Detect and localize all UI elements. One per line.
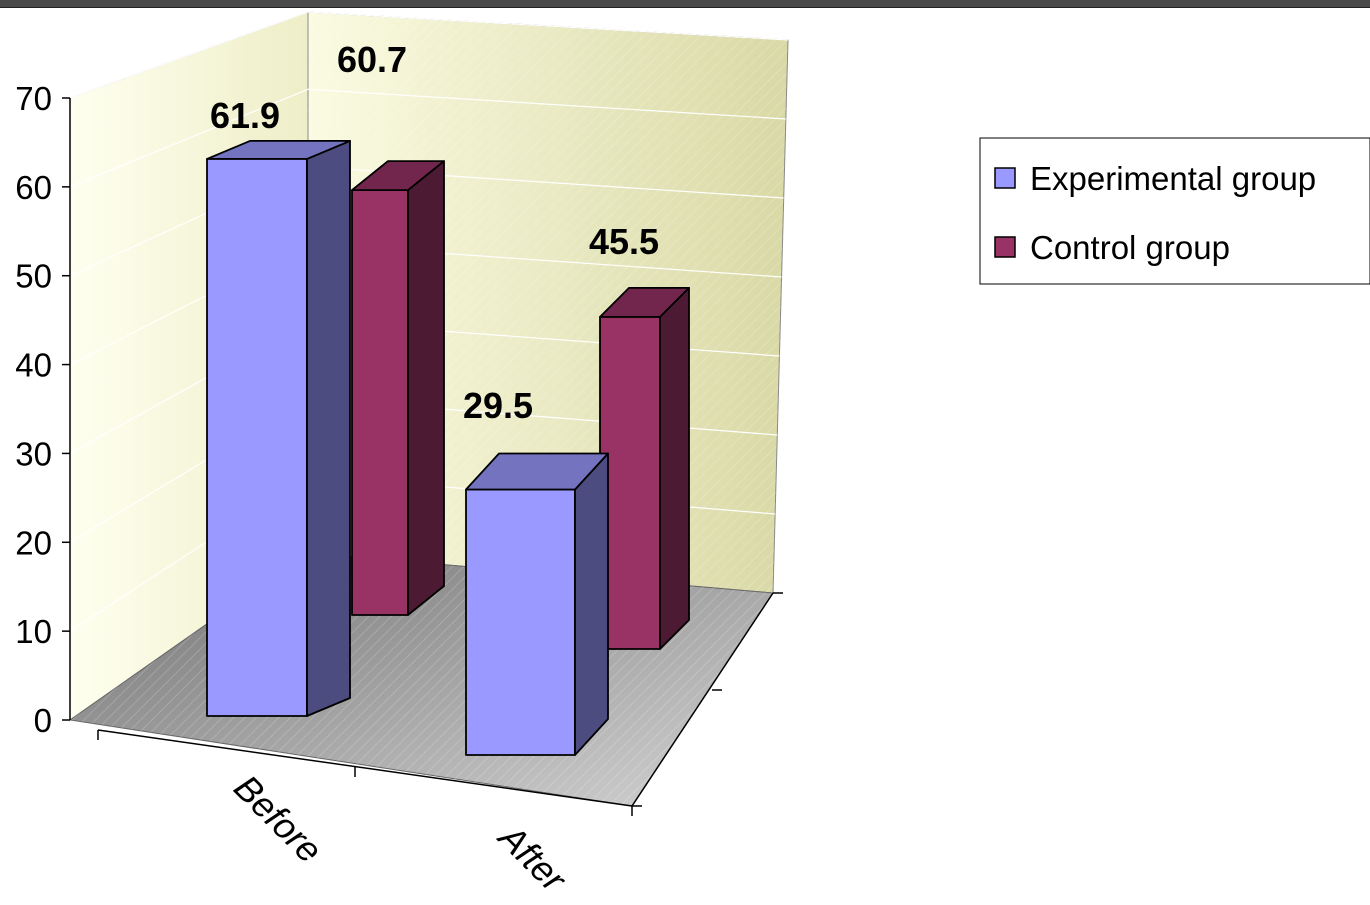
bar-side — [306, 139, 351, 717]
bar-front — [206, 157, 308, 717]
gridline-back — [307, 88, 786, 120]
legend-label-control: Control group — [1030, 229, 1230, 266]
bar-side — [659, 286, 690, 650]
bar-value-label: 45.5 — [589, 221, 659, 262]
gridline-back — [307, 11, 789, 41]
bar-top — [465, 452, 609, 491]
legend: Experimental group Control group — [979, 137, 1370, 285]
y-axis: 0 10 20 30 40 50 60 70 — [15, 80, 71, 739]
data-labels: 60.7 45.5 61.9 29.5 — [210, 39, 659, 426]
legend-box — [979, 137, 1370, 285]
y-tick-label: 40 — [15, 347, 52, 384]
x-axis-line — [97, 729, 633, 807]
bar-value-label: 29.5 — [463, 385, 533, 426]
bar-top — [599, 286, 690, 318]
x-category-label: Before — [226, 767, 330, 871]
bar-front — [465, 488, 576, 756]
y-tick-label: 10 — [15, 613, 52, 650]
y-tick-label: 50 — [15, 258, 52, 295]
y-tick-label: 0 — [34, 702, 52, 739]
legend-swatch-experimental — [994, 167, 1016, 189]
bar-value-label: 60.7 — [337, 39, 407, 80]
window-top-bar — [0, 0, 1370, 8]
legend-swatch-control — [994, 236, 1016, 258]
y-tick-label: 30 — [15, 435, 52, 472]
bars — [206, 139, 690, 756]
bar-value-label: 61.9 — [210, 95, 280, 136]
bar-top — [206, 139, 351, 160]
bar-front — [351, 189, 409, 616]
bar-front — [599, 315, 661, 650]
y-tick-label: 60 — [15, 169, 52, 206]
gridline-side — [69, 88, 309, 188]
legend-label-experimental: Experimental group — [1030, 160, 1316, 197]
bar-side — [574, 452, 609, 756]
y-tick-label: 70 — [15, 80, 52, 117]
x-category-label: After — [490, 815, 576, 901]
gridline-side — [69, 11, 309, 99]
bar-top — [351, 160, 445, 192]
y-tick-label: 20 — [15, 524, 52, 561]
depth-axis-line — [631, 592, 774, 807]
bar-side — [407, 160, 445, 616]
